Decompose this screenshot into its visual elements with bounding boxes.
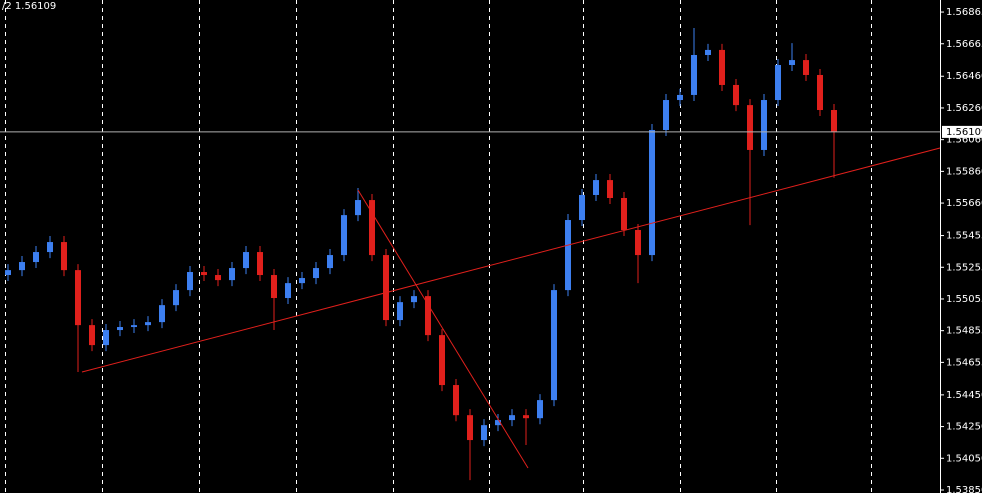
candle-body bbox=[229, 268, 235, 281]
y-tick-label: 1.55255 bbox=[946, 262, 982, 273]
y-tick-label: 1.56865 bbox=[946, 7, 982, 18]
candle-body bbox=[537, 400, 543, 419]
candle-body bbox=[817, 74, 823, 111]
candle-body bbox=[187, 272, 193, 291]
candle-body bbox=[635, 230, 641, 256]
candle-body bbox=[551, 290, 557, 401]
candle-body bbox=[691, 55, 697, 95]
last-price-label: 1.56109 bbox=[946, 127, 982, 138]
candles bbox=[5, 28, 837, 481]
candle-body bbox=[775, 64, 781, 101]
candle-body bbox=[425, 296, 431, 336]
candle-body bbox=[89, 325, 95, 346]
candle-body bbox=[61, 242, 67, 271]
candle-body bbox=[621, 197, 627, 231]
candle-body bbox=[411, 296, 417, 303]
trend-line bbox=[357, 189, 529, 469]
candle-body bbox=[397, 302, 403, 321]
candle-body bbox=[33, 252, 39, 263]
candle-body bbox=[173, 290, 179, 306]
y-tick-label: 1.56060 bbox=[946, 135, 982, 146]
candle-body bbox=[285, 283, 291, 299]
candle-body bbox=[649, 129, 655, 256]
header-text: /2 1.56109 bbox=[2, 1, 56, 12]
y-tick-label: 1.53850 bbox=[946, 485, 982, 493]
candle-body bbox=[341, 215, 347, 256]
candle-body bbox=[215, 275, 221, 281]
candle-body bbox=[453, 385, 459, 416]
axis-ticks: 1.56865 1.56665 1.56460 1.56260 1.56060 1.558… bbox=[940, 7, 982, 493]
y-tick-label: 1.55660 bbox=[946, 198, 982, 209]
y-tick-label: 1.54050 bbox=[946, 453, 982, 464]
candle-body bbox=[383, 255, 389, 321]
candle-body bbox=[481, 425, 487, 441]
candle-body bbox=[831, 110, 837, 132]
trend-line bbox=[81, 147, 941, 373]
candle-body bbox=[677, 94, 683, 101]
candle-body bbox=[159, 305, 165, 323]
candle-body bbox=[19, 262, 25, 271]
y-tick-label: 1.56460 bbox=[946, 71, 982, 82]
candle-body bbox=[103, 330, 109, 346]
candle-body bbox=[201, 272, 207, 276]
candle-body bbox=[705, 49, 711, 56]
candle-body bbox=[565, 220, 571, 291]
candle-body bbox=[593, 180, 599, 195]
y-tick-label: 1.56260 bbox=[946, 103, 982, 114]
y-tick-label: 1.55055 bbox=[946, 294, 982, 305]
candle-body bbox=[523, 415, 529, 419]
candle-body bbox=[761, 100, 767, 150]
candle-body bbox=[75, 270, 81, 326]
candle-body bbox=[579, 194, 585, 221]
y-tick-label: 1.54855 bbox=[946, 326, 982, 337]
candle-body bbox=[117, 327, 123, 331]
candle-body bbox=[467, 415, 473, 441]
candle-body bbox=[257, 252, 263, 276]
candle-body bbox=[369, 200, 375, 256]
price-axis bbox=[940, 0, 982, 493]
y-tick-label: 1.54655 bbox=[946, 357, 982, 368]
candle-body bbox=[663, 100, 669, 130]
candle-body bbox=[5, 270, 11, 276]
last-price-box bbox=[942, 125, 982, 138]
y-tick-label: 1.55860 bbox=[946, 166, 982, 177]
candle-body bbox=[271, 275, 277, 299]
y-tick-label: 1.55455 bbox=[946, 231, 982, 242]
y-tick-label: 1.56665 bbox=[946, 39, 982, 50]
candle-body bbox=[145, 322, 151, 326]
candle-body bbox=[355, 200, 361, 216]
candle-body bbox=[299, 278, 305, 284]
candle-body bbox=[747, 105, 753, 150]
candle-body bbox=[47, 242, 53, 253]
candle-body bbox=[327, 255, 333, 269]
candle-body bbox=[733, 84, 739, 106]
candle-body bbox=[719, 49, 725, 85]
candle-body bbox=[803, 60, 809, 75]
candle-body bbox=[495, 420, 501, 426]
candle-body bbox=[509, 415, 515, 421]
candle-body bbox=[607, 180, 613, 198]
y-tick-label: 1.54250 bbox=[946, 422, 982, 433]
candle-body bbox=[439, 335, 445, 386]
candle-body bbox=[131, 325, 137, 328]
candle-body bbox=[243, 252, 249, 269]
candle-body bbox=[789, 60, 795, 65]
candle-body bbox=[313, 268, 319, 279]
y-tick-label: 1.54450 bbox=[946, 390, 982, 401]
